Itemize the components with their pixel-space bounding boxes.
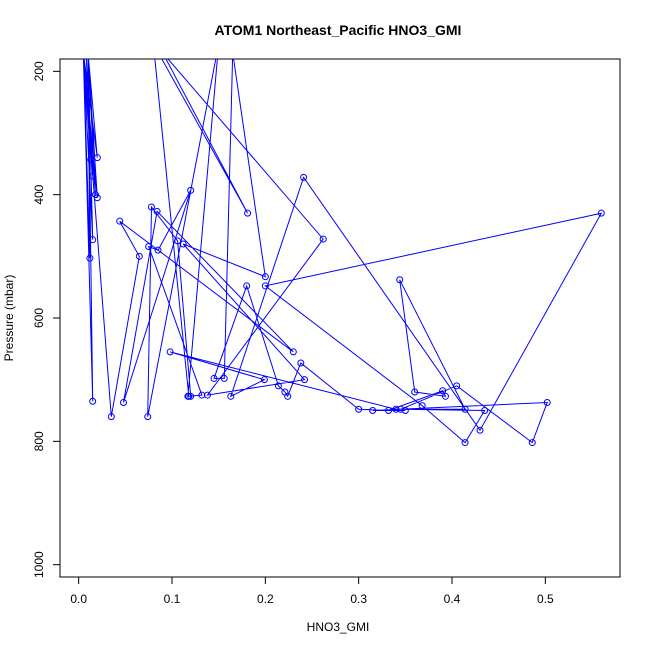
data-point [153,207,161,215]
data-point [89,397,97,405]
data-point [289,348,297,356]
data-point [461,439,469,447]
data-point [441,392,449,400]
data-point [87,156,95,164]
data-point [401,407,409,414]
data-point [185,392,193,400]
data-point [119,398,127,406]
data-point [135,252,143,260]
data-point [528,439,536,447]
data-point [93,194,101,202]
data-point [187,186,195,194]
data-point [439,387,447,395]
data-point [369,407,377,414]
data-point [227,392,235,400]
y-tick-label: 200 [32,61,46,81]
data-point [396,276,404,284]
series-layer [82,59,605,447]
data-point [145,242,153,250]
data-point [144,413,152,421]
x-tick-label: 0.0 [70,592,87,606]
data-point [107,413,115,421]
data-point [179,240,187,248]
data-point [261,282,269,290]
data-point [418,402,426,410]
data-point [89,172,97,180]
data-point [543,398,551,406]
series-line [82,59,603,444]
plot-frame [59,58,621,578]
data-point [116,217,124,225]
data-point [261,273,269,281]
x-tick-label: 0.4 [444,592,461,606]
data-point [476,426,484,434]
x-tick-label: 0.2 [257,592,274,606]
data-point [284,392,292,400]
data-point [355,405,363,413]
data-point [243,282,251,290]
data-point [301,376,309,384]
x-axis-label: HNO3_GMI [307,620,370,634]
data-point [89,236,97,244]
data-point [461,405,469,413]
data-point [274,382,282,390]
data-point [86,254,94,262]
data-point [297,359,305,367]
data-point [147,203,155,211]
data-point [453,382,461,390]
data-point [392,405,400,413]
data-point [260,376,268,384]
data-point [210,374,218,382]
y-axis-label: Pressure (mbar) [2,275,16,362]
data-point [397,405,405,413]
y-axis: 200 400 600 800 1000 [32,61,61,578]
x-tick-label: 0.3 [350,592,367,606]
y-tick-label: 800 [32,431,46,451]
data-point [174,237,182,245]
data-point [220,374,228,382]
data-point [319,235,327,243]
data-point [385,407,393,414]
data-point [411,388,419,396]
y-tick-label: 400 [32,184,46,204]
x-tick-label: 0.5 [537,592,554,606]
data-point [187,392,195,400]
data-point [166,348,174,356]
data-point [203,391,211,399]
data-point [93,154,101,162]
y-tick-label: 600 [32,308,46,328]
x-axis: 0.0 0.1 0.2 0.3 0.4 0.5 [70,576,554,606]
data-point [597,209,605,217]
data-point [154,246,162,254]
data-point [481,407,489,414]
x-tick-label: 0.1 [164,592,181,606]
data-point [300,173,308,181]
chart-title: ATOM1 Northeast_Pacific HNO3_GMI [215,22,462,38]
y-tick-label: 1000 [32,551,46,578]
data-point [244,209,252,217]
